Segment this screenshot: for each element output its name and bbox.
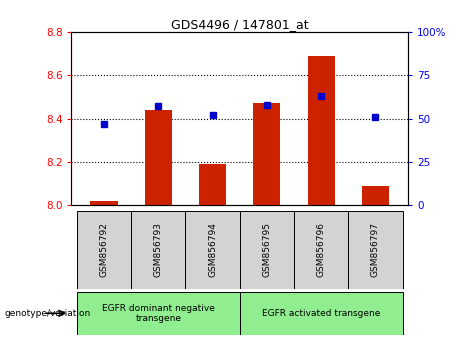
- Text: GSM856797: GSM856797: [371, 222, 380, 277]
- Bar: [240, 292, 402, 335]
- Bar: [145, 110, 172, 205]
- Bar: [253, 103, 280, 205]
- Text: GSM856795: GSM856795: [262, 222, 272, 277]
- Bar: [307, 56, 335, 205]
- Bar: [131, 211, 185, 289]
- Bar: [185, 211, 240, 289]
- Text: GSM856796: GSM856796: [317, 222, 325, 277]
- Bar: [199, 164, 226, 205]
- Text: genotype/variation: genotype/variation: [5, 309, 91, 318]
- Text: GSM856794: GSM856794: [208, 222, 217, 277]
- Text: EGFR activated transgene: EGFR activated transgene: [262, 309, 380, 318]
- Text: EGFR dominant negative
transgene: EGFR dominant negative transgene: [102, 304, 215, 323]
- Title: GDS4496 / 147801_at: GDS4496 / 147801_at: [171, 18, 308, 31]
- Bar: [77, 211, 131, 289]
- Bar: [240, 211, 294, 289]
- Text: GSM856793: GSM856793: [154, 222, 163, 277]
- Bar: [77, 292, 240, 335]
- Bar: [294, 211, 348, 289]
- Bar: [348, 211, 402, 289]
- Bar: [90, 201, 118, 205]
- Text: GSM856792: GSM856792: [100, 222, 108, 277]
- Bar: [362, 186, 389, 205]
